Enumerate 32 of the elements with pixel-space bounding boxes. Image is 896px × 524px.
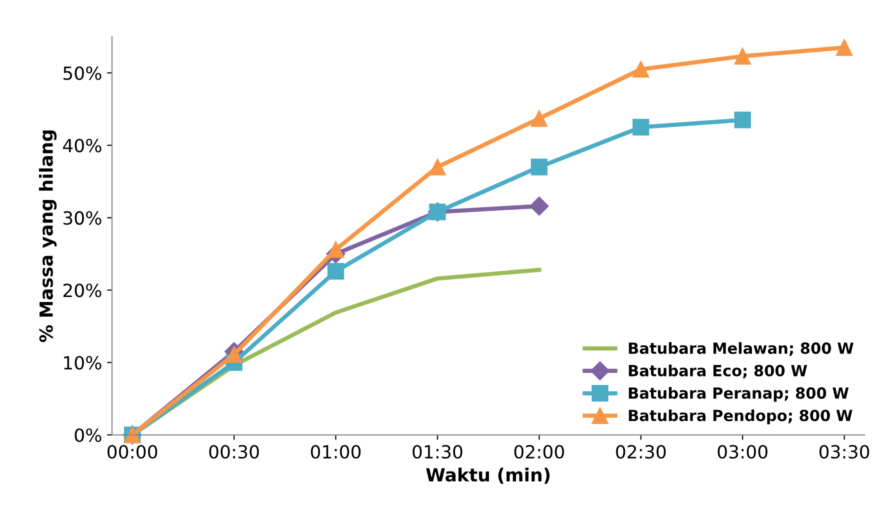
legend-label: Batubara Pendopo; 800 W xyxy=(628,409,852,424)
legend-label: Batubara Melawan; 800 W xyxy=(628,342,854,356)
point xyxy=(226,346,242,363)
point xyxy=(327,262,344,280)
x-tick-label: 02:30 xyxy=(616,444,666,459)
legend-label: Batubara Eco; 800 W xyxy=(628,364,808,378)
point xyxy=(530,158,548,176)
x-tick-label: 03:00 xyxy=(718,444,768,459)
y-tick-label: 20% xyxy=(63,284,102,298)
point xyxy=(530,110,548,127)
point xyxy=(734,48,751,65)
x-tick-label: 03:30 xyxy=(819,444,870,459)
x-tick-label: 02:00 xyxy=(514,444,564,459)
x-tick-label: 00:00 xyxy=(108,444,158,459)
y-axis-title: % Massa yang hilang xyxy=(38,130,57,342)
point xyxy=(632,60,650,78)
x-tick-label: 00:30 xyxy=(209,444,259,459)
point xyxy=(327,241,344,258)
y-tick-label: 10% xyxy=(64,356,102,370)
x-axis-title: Waktu (min) xyxy=(426,468,550,484)
point xyxy=(632,118,650,136)
point xyxy=(836,39,853,56)
y-tick-label: 30% xyxy=(64,211,102,225)
x-tick-label: 01:30 xyxy=(412,444,462,459)
x-tick-label: 01:00 xyxy=(310,444,361,459)
point xyxy=(429,158,446,176)
point xyxy=(530,196,549,216)
legend-label: Batubara Peranap; 800 W xyxy=(628,387,849,402)
y-tick-label: 40% xyxy=(63,138,102,152)
y-tick-label: 0% xyxy=(74,428,102,442)
y-tick-label: 50% xyxy=(64,66,102,80)
point xyxy=(734,112,751,128)
